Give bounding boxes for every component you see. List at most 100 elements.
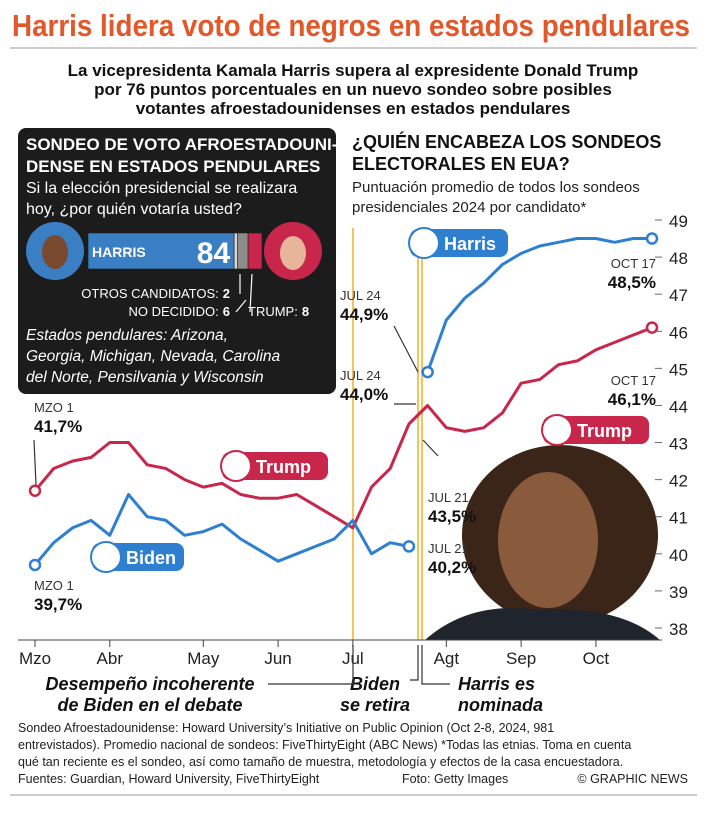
subtitle: por 76 puntos porcentuales en un nuevo s… <box>94 80 612 99</box>
y-tick-label: 48 <box>669 249 688 268</box>
annotation-date: JUL 24 <box>340 288 381 303</box>
poll-label-name: NO DECIDIDO: <box>128 304 218 319</box>
y-tick-label: 40 <box>669 546 688 565</box>
x-tick-label: Abr <box>97 649 124 668</box>
photo-jacket <box>425 608 660 640</box>
x-tick-label: Sep <box>506 649 536 668</box>
line-1 <box>33 493 410 566</box>
event-label: nominada <box>458 695 543 715</box>
poll-label: HARRIS <box>92 244 146 260</box>
endpoint <box>645 321 659 334</box>
poll-label-name: OTROS CANDIDATOS: <box>81 286 218 301</box>
annotation-value: 41,7% <box>34 417 82 436</box>
annotation-pointer <box>393 325 419 373</box>
annotation-value: 44,0% <box>340 385 388 404</box>
poll-label-value: 6 <box>223 304 230 319</box>
event-label: Biden <box>350 674 400 694</box>
endpoint <box>421 365 434 379</box>
poll-bar <box>247 232 263 270</box>
annotation-value: 43,5% <box>428 507 476 526</box>
annotation-date: MZO 1 <box>34 578 74 593</box>
annotation-value: 39,7% <box>34 595 82 614</box>
poll-subtitle: hoy, ¿por quién votaría usted? <box>26 201 242 218</box>
harris-face <box>42 235 68 269</box>
y-tick-label: 43 <box>669 435 688 454</box>
subtitle: votantes afroestadounidenses en estados … <box>136 99 571 118</box>
photo <box>425 445 660 640</box>
y-tick-label: 41 <box>669 509 688 528</box>
poll-label-value: 2 <box>223 286 230 301</box>
chart-subtitle: Puntuación promedio de todos los sondeos <box>352 179 640 196</box>
event-label: se retira <box>340 695 410 715</box>
photo-credit: Foto: Getty Images <box>402 772 508 786</box>
legend-icon <box>90 541 122 573</box>
pointer <box>235 299 247 313</box>
event-pointer <box>421 645 450 685</box>
event-label: Harris es <box>458 674 535 694</box>
legend-icon <box>408 227 440 259</box>
poll-note: Estados pendulares: Arizona, <box>26 327 228 344</box>
pointer <box>249 273 253 313</box>
x-tick-label: May <box>187 649 220 668</box>
legend-label: Biden <box>126 548 176 568</box>
footnote: qué tan reciente es el sondeo, así como … <box>18 755 623 769</box>
chart-title: ELECTORALES EN EUA? <box>352 154 570 174</box>
y-tick-label: 38 <box>669 620 688 639</box>
legend-icon <box>541 414 573 446</box>
poll-subtitle: Si la elección presidencial se realizara <box>26 180 297 197</box>
x-tick-label: Jun <box>264 649 291 668</box>
legend-label: Harris <box>444 234 496 254</box>
y-tick-label: 47 <box>669 286 688 305</box>
event-pointer <box>268 645 354 685</box>
poll-label: NO DECIDIDO: 6 <box>128 304 230 319</box>
endpoint <box>28 484 42 498</box>
endpoint <box>645 232 659 245</box>
chart-subtitle: presidenciales 2024 por candidato* <box>352 199 586 216</box>
annotation-date: JUL 24 <box>340 368 381 383</box>
footnote: Sondeo Afroestadounidense: Howard Univer… <box>18 721 554 735</box>
poll-bar <box>233 232 238 270</box>
y-tick-label: 45 <box>669 360 688 379</box>
poll-title: SONDEO DE VOTO AFROESTADOUNI- <box>26 135 337 154</box>
annotation-date: MZO 1 <box>34 400 74 415</box>
x-tick-label: Oct <box>583 649 610 668</box>
x-tick-label: Mzo <box>19 649 51 668</box>
footnote: entrevistados). Promedio nacional de son… <box>18 738 631 752</box>
poll-label-value: 8 <box>302 304 309 319</box>
title: Harris lidera voto de negros en estados … <box>12 8 690 43</box>
annotation-date: JUL 21 <box>428 541 469 556</box>
line-0 <box>33 326 653 530</box>
poll-bar <box>237 232 249 270</box>
chart-title: ¿QUIÉN ENCABEZA LOS SONDEOS <box>352 131 661 152</box>
y-tick-label: 49 <box>669 212 688 231</box>
y-tick-label: 46 <box>669 323 688 342</box>
credit: © GRAPHIC NEWS <box>577 772 688 786</box>
annotation-date: JUL 21 <box>428 490 469 505</box>
poll-title: DENSE EN ESTADOS PENDULARES <box>26 157 320 176</box>
event-label: Desempeño incoherente <box>45 674 254 694</box>
annotation-pointer <box>422 439 439 457</box>
line-2 <box>426 237 652 373</box>
sources: Fuentes: Guardian, Howard University, Fi… <box>18 772 320 786</box>
photo-face <box>498 472 598 608</box>
legend-label: Trump <box>577 421 632 441</box>
poll-note: Georgia, Michigan, Nevada, Carolina <box>26 348 281 365</box>
subtitle: La vicepresidenta Kamala Harris supera a… <box>68 61 639 80</box>
annotation-value: 44,9% <box>340 305 388 324</box>
annotation-value: 48,5% <box>608 273 656 292</box>
endpoint <box>28 558 42 572</box>
legend-label: Trump <box>256 457 311 477</box>
legend-icon <box>220 450 252 482</box>
annotation-date: OCT 17 <box>611 256 656 271</box>
poll-label: OTROS CANDIDATOS: 2 <box>81 286 230 301</box>
poll-label: TRUMP: 8 <box>248 304 309 319</box>
x-tick-label: Agt <box>434 649 460 668</box>
poll-value: 84 <box>197 237 231 270</box>
annotation-value: 40,2% <box>428 558 476 577</box>
y-tick-label: 39 <box>669 583 688 602</box>
annotation-value: 46,1% <box>608 390 656 409</box>
annotation-pointer <box>33 439 37 486</box>
poll-note: del Norte, Pensilvania y Wisconsin <box>26 369 264 386</box>
